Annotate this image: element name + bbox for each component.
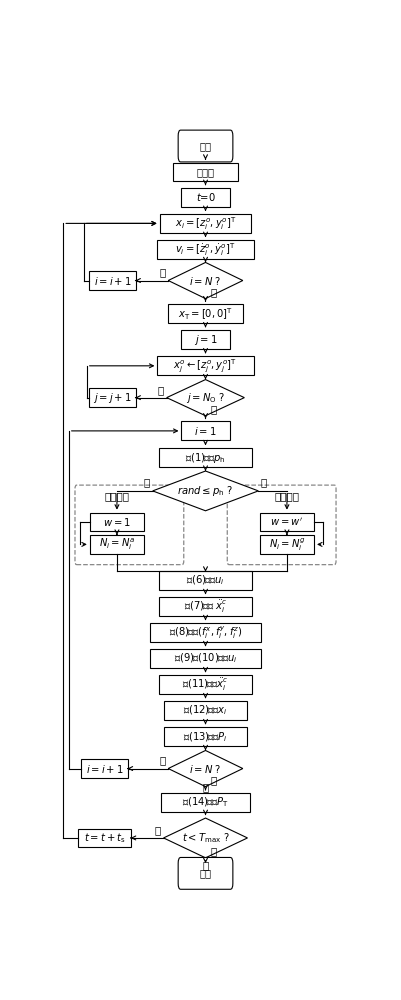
Text: 平等模式: 平等模式	[104, 492, 130, 502]
Text: 结束: 结束	[200, 868, 211, 878]
Text: $x_{\rm T}=[0,0]^{\rm T}$: $x_{\rm T}=[0,0]^{\rm T}$	[178, 306, 233, 322]
Bar	[90, 535, 144, 554]
Text: 是: 是	[203, 782, 209, 792]
Text: $i=1$: $i=1$	[194, 425, 217, 437]
Bar	[81, 759, 128, 778]
Text: $rand\leq p_{\rm h}$ ?: $rand\leq p_{\rm h}$ ?	[178, 484, 233, 498]
Bar	[90, 513, 144, 531]
FancyBboxPatch shape	[178, 130, 233, 162]
Text: 否: 否	[203, 860, 209, 870]
Bar	[78, 829, 131, 847]
Text: 由(9)和(10)修正$u_i$: 由(9)和(10)修正$u_i$	[174, 652, 237, 665]
Bar	[168, 304, 243, 323]
Text: 由(11)修正$\ddot{x}_i^c$: 由(11)修正$\ddot{x}_i^c$	[182, 677, 229, 693]
Text: $i=N$ ?: $i=N$ ?	[189, 275, 222, 287]
Text: 由(8)计算$(f_i^x,f_i^y,f_i^z)$: 由(8)计算$(f_i^x,f_i^y,f_i^z)$	[169, 624, 242, 641]
Text: 初始化: 初始化	[196, 167, 215, 177]
Text: $w=w^{\prime}$: $w=w^{\prime}$	[270, 516, 304, 528]
Text: 由(6)计算$u_i$: 由(6)计算$u_i$	[186, 574, 225, 587]
Bar	[164, 701, 247, 720]
Text: 否: 否	[158, 385, 164, 395]
Bar	[157, 240, 254, 259]
Text: $x_j^o\leftarrow[z_j^o,y_j^o]^{\rm T}$: $x_j^o\leftarrow[z_j^o,y_j^o]^{\rm T}$	[174, 357, 237, 375]
Text: 否: 否	[160, 268, 166, 278]
Bar	[164, 727, 247, 746]
Bar	[150, 649, 261, 668]
Text: $x_i=[z_i^o,y_i^o]^{\rm T}$: $x_i=[z_i^o,y_i^o]^{\rm T}$	[175, 215, 236, 232]
Bar	[157, 356, 254, 375]
Text: $i=N$ ?: $i=N$ ?	[189, 763, 222, 775]
Text: 是: 是	[210, 404, 217, 414]
Bar	[150, 623, 261, 642]
Text: $t=t+t_{\rm s}$: $t=t+t_{\rm s}$	[84, 831, 125, 845]
Text: $N_i=N_i^g$: $N_i=N_i^g$	[269, 536, 305, 553]
Text: 否: 否	[160, 756, 166, 766]
Text: $t$=0: $t$=0	[196, 191, 215, 203]
Bar	[173, 163, 238, 181]
Text: $v_i=[\dot{z}_i^o,\dot{y}_i^o]^{\rm T}$: $v_i=[\dot{z}_i^o,\dot{y}_i^o]^{\rm T}$	[175, 241, 236, 258]
Text: 否: 否	[210, 846, 217, 856]
Bar	[159, 597, 252, 616]
Polygon shape	[168, 750, 243, 787]
Text: 是: 是	[155, 825, 161, 835]
Text: 由(1)计算$p_{\rm h}$: 由(1)计算$p_{\rm h}$	[185, 451, 226, 465]
Text: 由(12)计算$x_i$: 由(12)计算$x_i$	[183, 704, 228, 717]
Text: 开始: 开始	[200, 141, 211, 151]
Bar	[159, 448, 252, 467]
Bar	[181, 188, 230, 207]
Text: 否: 否	[144, 477, 150, 487]
FancyBboxPatch shape	[178, 857, 233, 889]
Text: 层级模式: 层级模式	[274, 492, 300, 502]
Polygon shape	[164, 818, 247, 858]
Bar	[260, 535, 314, 554]
Text: $i=i+1$: $i=i+1$	[86, 763, 123, 775]
Text: 是: 是	[210, 287, 217, 297]
Text: $i=i+1$: $i=i+1$	[93, 275, 131, 287]
Bar	[260, 513, 314, 531]
Text: $N_i=N_i^a$: $N_i=N_i^a$	[99, 537, 135, 552]
Polygon shape	[167, 380, 244, 416]
Bar	[159, 675, 252, 694]
Text: $t<T_{\rm max}$ ?: $t<T_{\rm max}$ ?	[182, 831, 229, 845]
Text: 由(7)计算 $\ddot{x}_i^c$: 由(7)计算 $\ddot{x}_i^c$	[184, 599, 227, 615]
Text: $w=1$: $w=1$	[103, 516, 131, 528]
Bar	[160, 214, 251, 233]
Bar	[181, 421, 230, 440]
Text: 由(14)计算$P_{\rm T}$: 由(14)计算$P_{\rm T}$	[182, 796, 229, 809]
Bar	[161, 793, 250, 812]
Bar	[181, 330, 230, 349]
Polygon shape	[168, 262, 243, 299]
Polygon shape	[153, 471, 258, 511]
Text: $j=1$: $j=1$	[194, 333, 217, 347]
Text: 由(13)计算$P_i$: 由(13)计算$P_i$	[183, 730, 228, 744]
Text: 是: 是	[210, 775, 217, 785]
Bar	[89, 271, 136, 290]
Bar	[89, 388, 136, 407]
Text: $j=N_{\rm O}$ ?: $j=N_{\rm O}$ ?	[186, 391, 225, 405]
Bar	[159, 571, 252, 590]
Text: $j=j+1$: $j=j+1$	[93, 391, 132, 405]
Text: 是: 是	[261, 477, 267, 487]
